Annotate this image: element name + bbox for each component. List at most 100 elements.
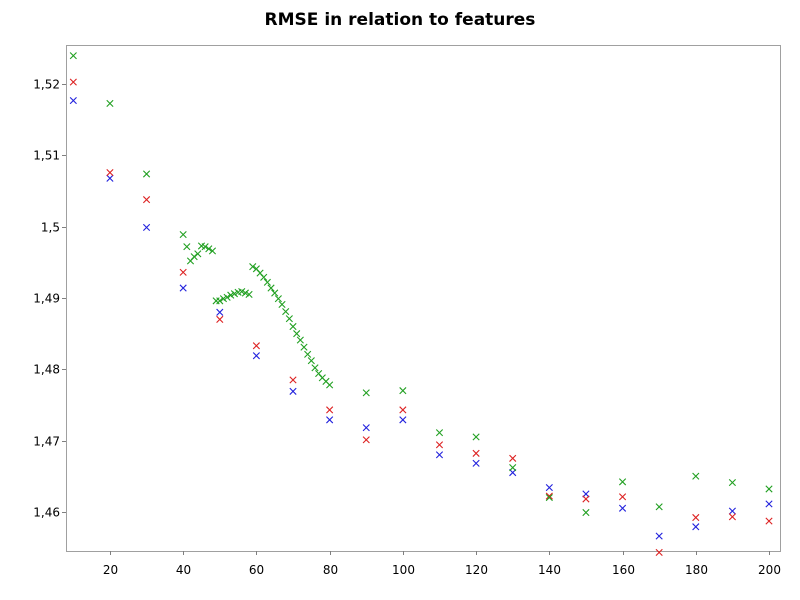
data-point (545, 492, 553, 500)
x-tick-label: 60 (249, 563, 264, 577)
data-point (106, 99, 114, 108)
data-point (655, 503, 663, 511)
data-point (307, 357, 315, 365)
data-point (362, 389, 370, 397)
data-markers (69, 52, 773, 557)
data-point (435, 429, 444, 437)
data-point (183, 243, 191, 251)
data-point (285, 315, 293, 323)
y-tick-label: 1,5 (41, 221, 60, 235)
data-point (304, 350, 312, 358)
data-point (728, 478, 736, 487)
plot-area-border (66, 45, 781, 552)
data-point (296, 336, 304, 344)
y-tick-label: 1,49 (33, 292, 60, 306)
data-point (219, 295, 228, 303)
data-point (278, 300, 286, 309)
data-point (216, 315, 224, 323)
data-point (106, 174, 114, 182)
y-tick-label: 1,52 (33, 78, 60, 92)
y-tick-label: 1,46 (33, 506, 60, 520)
data-point (249, 263, 257, 271)
data-point (765, 517, 773, 525)
data-point (435, 451, 444, 459)
data-point (326, 416, 334, 424)
y-tick-label: 1,48 (33, 363, 60, 377)
data-point (582, 495, 590, 503)
data-point (142, 170, 151, 178)
data-point (326, 406, 334, 414)
data-point (289, 376, 297, 384)
data-point (765, 500, 773, 508)
data-point (326, 381, 334, 389)
data-point (69, 52, 77, 60)
chart-title: RMSE in relation to features (264, 10, 536, 30)
x-tick-label: 180 (685, 563, 708, 577)
data-point (618, 504, 627, 512)
data-point (618, 493, 627, 501)
data-point (252, 342, 260, 350)
data-point (216, 308, 224, 316)
data-point (765, 485, 773, 493)
x-axis: 20 40 60 80 100 120 140 160 180 200 (103, 551, 781, 577)
data-point (399, 416, 407, 424)
data-point (267, 284, 275, 292)
data-point (179, 268, 187, 276)
data-point (582, 508, 590, 517)
data-point (293, 330, 301, 338)
data-point (223, 293, 231, 301)
data-point (655, 548, 663, 557)
data-point (399, 387, 407, 395)
data-point (194, 250, 202, 258)
data-point (545, 493, 553, 502)
data-point (472, 433, 480, 441)
data-point (190, 253, 198, 261)
data-point (205, 245, 213, 253)
data-point (399, 406, 407, 414)
data-point (69, 96, 77, 105)
data-point (362, 436, 370, 444)
y-tick-label: 1,51 (33, 149, 60, 163)
data-point (509, 464, 517, 472)
x-tick-label: 100 (392, 563, 415, 577)
y-tick-label: 1,47 (33, 435, 60, 449)
y-axis: 1,46 1,47 1,48 1,49 1,5 1,51 1,52 (33, 78, 66, 520)
series-1 (69, 96, 773, 540)
data-point (227, 291, 235, 299)
x-tick-label: 140 (538, 563, 561, 577)
data-point (106, 168, 114, 177)
x-tick-label: 120 (465, 563, 488, 577)
data-point (260, 273, 268, 281)
series-2 (69, 78, 773, 557)
data-point (472, 449, 480, 457)
data-point (362, 424, 370, 432)
x-tick-label: 40 (176, 563, 191, 577)
data-point (241, 289, 250, 297)
data-point (618, 478, 627, 486)
x-tick-label: 80 (323, 563, 338, 577)
data-point (142, 196, 151, 204)
data-point (263, 278, 271, 286)
data-point (728, 513, 736, 521)
data-point (216, 297, 224, 305)
data-point (289, 322, 297, 331)
data-point (245, 290, 253, 299)
data-point (230, 290, 239, 298)
data-point (238, 287, 246, 296)
data-point (728, 507, 736, 515)
data-point (692, 523, 700, 531)
data-point (142, 223, 151, 232)
data-point (252, 352, 260, 360)
data-point (655, 532, 663, 540)
x-tick-label: 200 (758, 563, 781, 577)
data-point (300, 343, 308, 351)
x-tick-label: 160 (612, 563, 635, 577)
data-point (509, 454, 517, 462)
data-point (208, 247, 217, 255)
series-3 (69, 52, 773, 517)
data-point (179, 230, 187, 239)
data-point (201, 243, 209, 251)
data-point (692, 513, 700, 522)
data-point (289, 387, 297, 395)
